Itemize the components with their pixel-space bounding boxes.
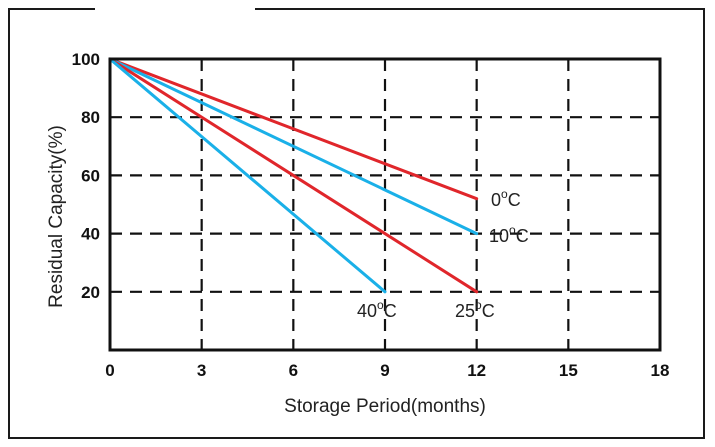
series-lines <box>108 57 479 294</box>
series-label-10c: 10oC <box>489 223 529 246</box>
y-tick-label-60: 60 <box>81 166 100 185</box>
series-line-25c <box>108 57 479 294</box>
frame-top-gap <box>95 2 255 14</box>
series-labels: 0oC 10oC 25oC 40oC <box>357 187 529 321</box>
y-axis-title: Residual Capacity(%) <box>46 125 67 308</box>
plot-area <box>108 57 662 352</box>
series-label-25c: 25oC <box>455 298 495 321</box>
y-tick-label-80: 80 <box>81 108 100 127</box>
tick-labels: 0 3 6 9 12 15 18 20 40 60 80 100 <box>72 50 670 380</box>
x-tick-label-0: 0 <box>105 361 114 380</box>
x-tick-label-6: 6 <box>289 361 298 380</box>
series-line-0c <box>108 57 479 201</box>
x-tick-label-18: 18 <box>651 361 670 380</box>
y-tick-label-40: 40 <box>81 225 100 244</box>
series-label-40c: 40oC <box>357 298 397 321</box>
y-tick-label-100: 100 <box>72 50 100 69</box>
y-tick-label-20: 20 <box>81 283 100 302</box>
series-line-10c <box>108 57 479 236</box>
series-label-0c: 0oC <box>491 187 521 210</box>
chart-frame <box>8 8 705 439</box>
x-tick-label-9: 9 <box>380 361 389 380</box>
x-axis-title: Storage Period(months) <box>284 396 486 417</box>
x-tick-label-3: 3 <box>197 361 206 380</box>
series-line-40c <box>108 57 387 294</box>
x-tick-label-12: 12 <box>467 361 486 380</box>
x-tick-label-15: 15 <box>559 361 578 380</box>
